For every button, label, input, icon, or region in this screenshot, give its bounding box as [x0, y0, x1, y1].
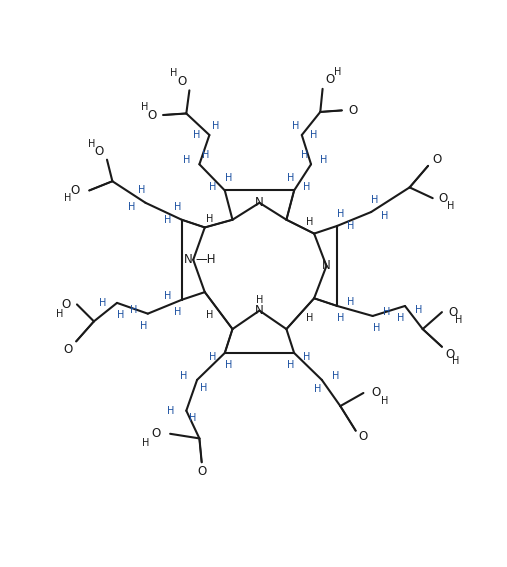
Text: N: N: [322, 260, 331, 272]
Text: O: O: [148, 108, 157, 121]
Text: H: H: [164, 215, 171, 225]
Text: H: H: [415, 305, 422, 315]
Text: O: O: [61, 298, 71, 311]
Text: O: O: [95, 146, 104, 158]
Text: H: H: [448, 201, 455, 211]
Text: N: N: [255, 304, 264, 317]
Text: H: H: [381, 211, 389, 221]
Text: H: H: [373, 323, 380, 333]
Text: O: O: [432, 153, 442, 166]
Text: H: H: [306, 217, 313, 227]
Text: H: H: [209, 352, 216, 362]
Text: H: H: [202, 150, 209, 160]
Text: H: H: [64, 193, 71, 203]
Text: H: H: [88, 139, 95, 149]
Text: H: H: [117, 310, 125, 320]
Text: O: O: [177, 75, 186, 88]
Text: H: H: [332, 371, 339, 381]
Text: H: H: [141, 102, 149, 112]
Text: H: H: [292, 121, 299, 131]
Text: H: H: [452, 356, 459, 366]
Text: H: H: [128, 202, 135, 211]
Text: H: H: [56, 308, 64, 319]
Text: H: H: [337, 209, 345, 218]
Text: —H: —H: [195, 253, 216, 266]
Text: H: H: [347, 297, 355, 307]
Text: H: H: [310, 130, 318, 140]
Text: H: H: [130, 305, 137, 315]
Text: H: H: [371, 194, 379, 205]
Text: O: O: [439, 192, 448, 205]
Text: H: H: [225, 360, 232, 370]
Text: O: O: [64, 342, 73, 356]
Text: H: H: [138, 185, 146, 196]
Text: O: O: [152, 428, 161, 441]
Text: H: H: [256, 295, 263, 305]
Text: O: O: [359, 430, 368, 443]
Text: O: O: [348, 104, 357, 117]
Text: H: H: [347, 221, 355, 231]
Text: H: H: [209, 181, 216, 192]
Text: H: H: [179, 371, 187, 381]
Text: H: H: [286, 360, 294, 370]
Text: H: H: [334, 67, 342, 77]
Text: H: H: [193, 130, 201, 140]
Text: O: O: [445, 348, 454, 361]
Text: H: H: [170, 69, 177, 78]
Text: H: H: [303, 352, 310, 362]
Text: H: H: [189, 413, 196, 424]
Text: H: H: [337, 314, 345, 323]
Text: H: H: [174, 307, 182, 317]
Text: H: H: [397, 314, 405, 323]
Text: H: H: [99, 298, 107, 308]
Text: O: O: [448, 306, 457, 319]
Text: H: H: [142, 438, 149, 448]
Text: H: H: [174, 202, 182, 213]
Text: N: N: [255, 196, 264, 209]
Text: H: H: [206, 214, 213, 224]
Text: H: H: [167, 406, 174, 416]
Text: H: H: [306, 314, 313, 323]
Text: H: H: [303, 181, 310, 192]
Text: O: O: [371, 387, 380, 400]
Text: H: H: [140, 321, 148, 331]
Text: H: H: [301, 150, 309, 160]
Text: H: H: [212, 121, 219, 131]
Text: O: O: [71, 184, 80, 197]
Text: H: H: [383, 307, 390, 317]
Text: H: H: [200, 383, 207, 392]
Text: H: H: [184, 155, 191, 166]
Text: H: H: [164, 291, 171, 301]
Text: H: H: [320, 155, 327, 166]
Text: N: N: [184, 253, 193, 266]
Text: H: H: [381, 396, 389, 405]
Text: H: H: [206, 310, 213, 320]
Text: H: H: [225, 173, 232, 183]
Text: H: H: [455, 315, 462, 325]
Text: H: H: [314, 384, 321, 394]
Text: O: O: [325, 73, 335, 86]
Text: H: H: [286, 173, 294, 183]
Text: O: O: [197, 465, 206, 478]
